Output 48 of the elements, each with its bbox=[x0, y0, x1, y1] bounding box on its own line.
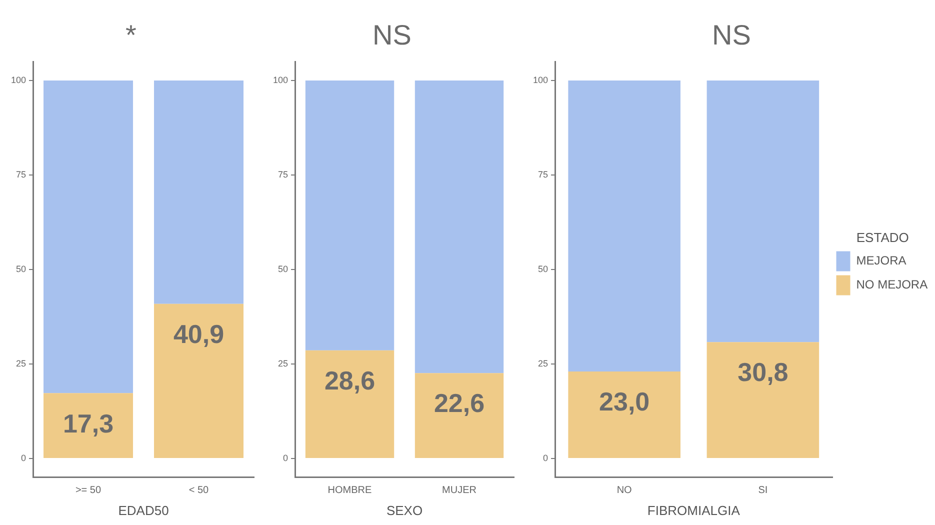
legend-label: NO MEJORA bbox=[856, 278, 928, 292]
y-tick-label: 100 bbox=[272, 74, 288, 85]
bar bbox=[154, 80, 244, 304]
x-tick-label: HOMBRE bbox=[328, 485, 372, 496]
bar bbox=[154, 304, 244, 458]
y-tick-label: 50 bbox=[16, 264, 26, 274]
bar bbox=[414, 80, 504, 374]
y-tick-label: 100 bbox=[532, 74, 548, 85]
bar bbox=[305, 350, 394, 458]
x-axis-title: SEXO bbox=[386, 502, 423, 518]
x-tick-label: SI bbox=[758, 485, 768, 496]
chart-title: NS bbox=[712, 20, 751, 51]
x-tick-label: >= 50 bbox=[75, 485, 102, 496]
y-tick-label: 0 bbox=[283, 452, 288, 463]
chart-title: * bbox=[126, 20, 137, 51]
bar bbox=[44, 80, 134, 394]
y-tick-label: 50 bbox=[538, 264, 548, 274]
y-tick-label: 100 bbox=[10, 74, 26, 85]
bar bbox=[568, 372, 680, 458]
y-tick-label: 0 bbox=[543, 452, 548, 463]
y-tick-label: 50 bbox=[278, 264, 288, 274]
x-axis-title: FIBROMIALGIA bbox=[647, 502, 740, 518]
bar bbox=[706, 342, 820, 458]
bar bbox=[706, 80, 820, 342]
data-label: 30,8 bbox=[738, 357, 788, 388]
y-tick-label: 25 bbox=[16, 358, 26, 368]
chart-title: NS bbox=[372, 20, 412, 51]
y-tick-label: 75 bbox=[16, 169, 26, 180]
bar bbox=[414, 373, 504, 458]
x-tick-label: < 50 bbox=[188, 485, 210, 496]
x-axis-title: EDAD50 bbox=[118, 502, 169, 518]
y-tick-label: 75 bbox=[278, 169, 288, 180]
data-label: 17,3 bbox=[62, 408, 114, 438]
bar bbox=[568, 80, 680, 372]
legend-title: ESTADO bbox=[856, 230, 909, 245]
y-tick-label: 25 bbox=[538, 358, 548, 368]
bar bbox=[44, 393, 134, 458]
legend-label: MEJORA bbox=[856, 254, 906, 268]
y-tick-label: 75 bbox=[538, 169, 548, 180]
data-label: 22,6 bbox=[434, 388, 485, 418]
x-tick-label: MUJER bbox=[442, 485, 476, 496]
data-label: 23,0 bbox=[599, 386, 650, 417]
bar bbox=[305, 80, 394, 350]
data-label: 28,6 bbox=[324, 366, 376, 396]
y-tick-label: 0 bbox=[21, 452, 26, 463]
data-label: 40,9 bbox=[173, 319, 224, 350]
y-tick-label: 25 bbox=[278, 358, 288, 368]
x-tick-label: NO bbox=[616, 485, 632, 496]
